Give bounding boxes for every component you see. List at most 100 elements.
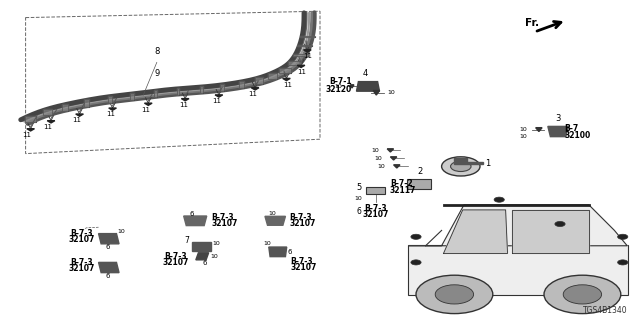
Polygon shape bbox=[297, 44, 312, 46]
Polygon shape bbox=[84, 100, 90, 107]
Text: B-7-3: B-7-3 bbox=[211, 213, 234, 222]
Text: 32100: 32100 bbox=[564, 131, 591, 140]
Text: 32120: 32120 bbox=[326, 85, 352, 94]
Polygon shape bbox=[47, 121, 55, 123]
Text: 6: 6 bbox=[288, 249, 292, 255]
Polygon shape bbox=[44, 109, 52, 116]
Polygon shape bbox=[239, 81, 244, 88]
Polygon shape bbox=[269, 247, 287, 257]
Text: 10: 10 bbox=[520, 127, 527, 132]
Polygon shape bbox=[25, 116, 36, 122]
Polygon shape bbox=[184, 216, 207, 226]
Text: 10: 10 bbox=[520, 133, 527, 139]
Text: 5: 5 bbox=[356, 183, 362, 192]
Text: 10: 10 bbox=[335, 84, 342, 89]
Text: 1: 1 bbox=[485, 159, 490, 168]
Text: TGS4B1340: TGS4B1340 bbox=[582, 306, 627, 315]
Text: 10: 10 bbox=[378, 164, 385, 169]
Polygon shape bbox=[454, 158, 483, 164]
Circle shape bbox=[618, 234, 628, 239]
Circle shape bbox=[451, 161, 471, 172]
Circle shape bbox=[544, 275, 621, 314]
Text: 10: 10 bbox=[374, 156, 382, 161]
Text: 10: 10 bbox=[210, 254, 218, 259]
Polygon shape bbox=[373, 91, 380, 95]
Polygon shape bbox=[177, 88, 179, 95]
Polygon shape bbox=[293, 54, 308, 56]
Text: B-7-3: B-7-3 bbox=[289, 213, 312, 222]
Polygon shape bbox=[255, 77, 262, 84]
Text: 32107: 32107 bbox=[289, 219, 316, 228]
Polygon shape bbox=[394, 165, 400, 168]
Text: 8: 8 bbox=[154, 47, 159, 56]
Polygon shape bbox=[192, 242, 211, 251]
Polygon shape bbox=[387, 149, 394, 152]
Bar bbox=[366, 187, 385, 194]
Polygon shape bbox=[27, 129, 35, 131]
Text: 6: 6 bbox=[105, 273, 110, 279]
Circle shape bbox=[435, 285, 474, 304]
Text: 11: 11 bbox=[22, 132, 31, 138]
Text: 10: 10 bbox=[117, 228, 125, 234]
Text: 3: 3 bbox=[556, 114, 561, 123]
Text: B-7-3: B-7-3 bbox=[70, 258, 93, 267]
Circle shape bbox=[411, 234, 421, 239]
Text: 32107: 32107 bbox=[362, 210, 389, 219]
Text: 4: 4 bbox=[362, 69, 367, 78]
Polygon shape bbox=[108, 96, 111, 103]
Polygon shape bbox=[390, 157, 397, 160]
Text: 11: 11 bbox=[298, 69, 307, 75]
Circle shape bbox=[618, 260, 628, 265]
Polygon shape bbox=[215, 95, 223, 97]
Bar bbox=[407, 179, 431, 189]
Polygon shape bbox=[154, 90, 157, 98]
Polygon shape bbox=[410, 205, 627, 246]
Text: B-7-3: B-7-3 bbox=[291, 257, 313, 266]
Text: B-7-3: B-7-3 bbox=[70, 229, 93, 238]
Text: 11: 11 bbox=[106, 111, 115, 117]
Text: B-7-1: B-7-1 bbox=[330, 77, 352, 86]
Text: 10: 10 bbox=[212, 241, 220, 246]
Polygon shape bbox=[265, 216, 285, 225]
Polygon shape bbox=[109, 108, 116, 110]
Text: 9: 9 bbox=[154, 69, 159, 78]
Text: 10: 10 bbox=[268, 211, 276, 216]
Polygon shape bbox=[268, 73, 277, 79]
Text: B-7-3: B-7-3 bbox=[364, 204, 387, 213]
Polygon shape bbox=[76, 114, 83, 116]
Text: 11: 11 bbox=[284, 82, 292, 88]
Polygon shape bbox=[303, 50, 311, 52]
Polygon shape bbox=[196, 253, 209, 260]
Text: 11: 11 bbox=[249, 91, 258, 97]
Circle shape bbox=[555, 221, 565, 227]
Text: 6: 6 bbox=[105, 244, 110, 250]
Text: B-7-3: B-7-3 bbox=[164, 252, 188, 261]
Circle shape bbox=[442, 157, 480, 176]
Text: B-7: B-7 bbox=[564, 124, 579, 133]
Text: 32107: 32107 bbox=[291, 263, 317, 272]
Polygon shape bbox=[252, 88, 259, 90]
Polygon shape bbox=[444, 210, 508, 253]
Text: 11: 11 bbox=[72, 117, 81, 124]
Text: 11: 11 bbox=[179, 102, 188, 108]
Text: B-7-2: B-7-2 bbox=[390, 180, 412, 188]
Polygon shape bbox=[279, 68, 291, 73]
FancyBboxPatch shape bbox=[408, 245, 628, 295]
Polygon shape bbox=[283, 78, 291, 81]
Text: 6: 6 bbox=[356, 207, 362, 216]
Circle shape bbox=[416, 275, 493, 314]
Text: 32107: 32107 bbox=[68, 235, 95, 244]
Text: 11: 11 bbox=[212, 98, 221, 104]
Text: 32107: 32107 bbox=[211, 219, 237, 228]
Circle shape bbox=[563, 285, 602, 304]
Text: 11: 11 bbox=[303, 53, 312, 59]
Circle shape bbox=[411, 260, 421, 265]
Polygon shape bbox=[200, 86, 203, 93]
Polygon shape bbox=[145, 103, 152, 105]
Polygon shape bbox=[300, 36, 315, 37]
Text: 7: 7 bbox=[184, 236, 189, 245]
Polygon shape bbox=[536, 128, 542, 132]
Text: 6: 6 bbox=[202, 260, 207, 266]
Text: 10: 10 bbox=[263, 241, 271, 246]
Text: Fr.: Fr. bbox=[525, 18, 539, 28]
